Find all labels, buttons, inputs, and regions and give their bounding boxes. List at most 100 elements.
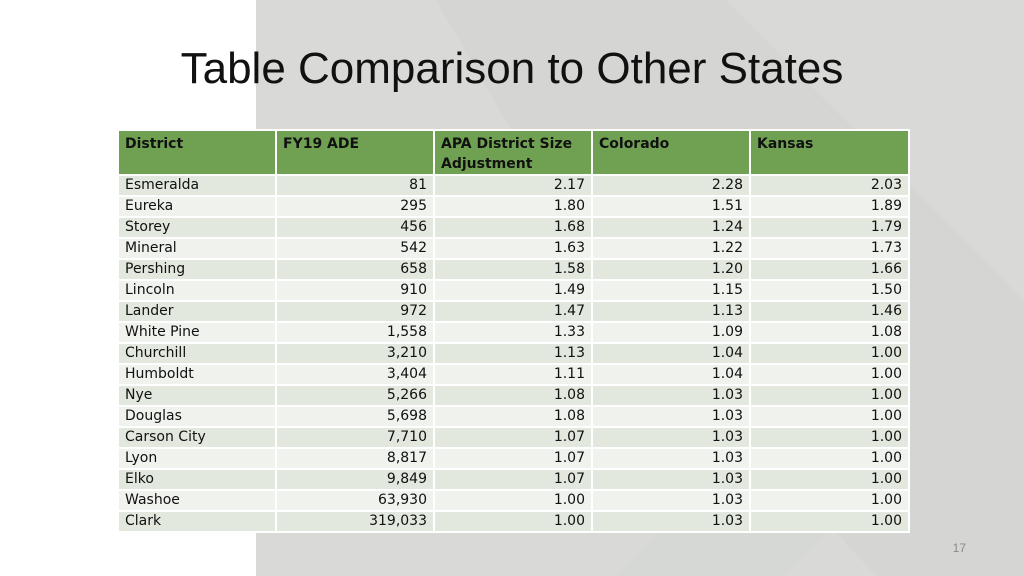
kansas-cell: 1.00 — [749, 426, 910, 449]
table-row: Churchill 3,210 1.13 1.04 1.00 — [117, 342, 910, 365]
column-header-fy19-ade: FY19 ADE — [275, 129, 435, 176]
kansas-cell: 1.66 — [749, 258, 910, 281]
colorado-cell: 1.03 — [591, 426, 751, 449]
kansas-cell: 1.79 — [749, 216, 910, 239]
district-cell: Lyon — [117, 447, 277, 470]
kansas-cell: 1.46 — [749, 300, 910, 323]
apa-cell: 1.68 — [433, 216, 593, 239]
ade-cell: 5,698 — [275, 405, 435, 428]
apa-cell: 1.07 — [433, 468, 593, 491]
apa-cell: 1.47 — [433, 300, 593, 323]
table-row: Nye 5,266 1.08 1.03 1.00 — [117, 384, 910, 407]
colorado-cell: 1.04 — [591, 342, 751, 365]
page-number: 17 — [952, 541, 966, 555]
kansas-cell: 1.00 — [749, 342, 910, 365]
colorado-cell: 1.15 — [591, 279, 751, 302]
apa-cell: 1.80 — [433, 195, 593, 218]
column-header-colorado: Colorado — [591, 129, 751, 176]
kansas-cell: 1.08 — [749, 321, 910, 344]
kansas-cell: 1.00 — [749, 468, 910, 491]
district-cell: Clark — [117, 510, 277, 533]
district-cell: Humboldt — [117, 363, 277, 386]
apa-cell: 1.08 — [433, 384, 593, 407]
colorado-cell: 1.03 — [591, 384, 751, 407]
apa-cell: 1.07 — [433, 426, 593, 449]
district-cell: Washoe — [117, 489, 277, 512]
district-cell: Elko — [117, 468, 277, 491]
district-cell: Nye — [117, 384, 277, 407]
table-row: Clark 319,033 1.00 1.03 1.00 — [117, 510, 910, 533]
column-header-kansas: Kansas — [749, 129, 910, 176]
district-cell: Mineral — [117, 237, 277, 260]
district-cell: Churchill — [117, 342, 277, 365]
table-body: Esmeralda 81 2.17 2.28 2.03 Eureka 295 1.80 1.51… — [117, 174, 910, 533]
apa-cell: 1.00 — [433, 510, 593, 533]
ade-cell: 3,210 — [275, 342, 435, 365]
ade-cell: 1,558 — [275, 321, 435, 344]
colorado-cell: 1.03 — [591, 510, 751, 533]
colorado-cell: 1.04 — [591, 363, 751, 386]
table-row: Pershing 658 1.58 1.20 1.66 — [117, 258, 910, 281]
ade-cell: 319,033 — [275, 510, 435, 533]
table-row: Washoe 63,930 1.00 1.03 1.00 — [117, 489, 910, 512]
kansas-cell: 1.00 — [749, 384, 910, 407]
column-header-apa-adjustment: APA District Size Adjustment — [433, 129, 593, 176]
colorado-cell: 1.51 — [591, 195, 751, 218]
kansas-cell: 1.00 — [749, 363, 910, 386]
table-row: Esmeralda 81 2.17 2.28 2.03 — [117, 174, 910, 197]
ade-cell: 295 — [275, 195, 435, 218]
table-row: Storey 456 1.68 1.24 1.79 — [117, 216, 910, 239]
colorado-cell: 1.09 — [591, 321, 751, 344]
kansas-cell: 1.00 — [749, 405, 910, 428]
colorado-cell: 1.13 — [591, 300, 751, 323]
table-header-row: District FY19 ADE APA District Size Adju… — [117, 129, 910, 176]
comparison-table: District FY19 ADE APA District Size Adju… — [117, 129, 910, 533]
table-row: Elko 9,849 1.07 1.03 1.00 — [117, 468, 910, 491]
apa-cell: 1.11 — [433, 363, 593, 386]
district-cell: Pershing — [117, 258, 277, 281]
colorado-cell: 1.22 — [591, 237, 751, 260]
kansas-cell: 1.00 — [749, 510, 910, 533]
kansas-cell: 1.50 — [749, 279, 910, 302]
table-row: Lincoln 910 1.49 1.15 1.50 — [117, 279, 910, 302]
ade-cell: 63,930 — [275, 489, 435, 512]
apa-cell: 2.17 — [433, 174, 593, 197]
ade-cell: 3,404 — [275, 363, 435, 386]
district-cell: Lander — [117, 300, 277, 323]
apa-cell: 1.00 — [433, 489, 593, 512]
district-cell: Douglas — [117, 405, 277, 428]
apa-cell: 1.07 — [433, 447, 593, 470]
kansas-cell: 1.00 — [749, 447, 910, 470]
colorado-cell: 2.28 — [591, 174, 751, 197]
kansas-cell: 1.00 — [749, 489, 910, 512]
ade-cell: 972 — [275, 300, 435, 323]
table-row: White Pine 1,558 1.33 1.09 1.08 — [117, 321, 910, 344]
colorado-cell: 1.20 — [591, 258, 751, 281]
district-cell: Esmeralda — [117, 174, 277, 197]
ade-cell: 658 — [275, 258, 435, 281]
ade-cell: 542 — [275, 237, 435, 260]
kansas-cell: 1.89 — [749, 195, 910, 218]
apa-cell: 1.08 — [433, 405, 593, 428]
district-cell: White Pine — [117, 321, 277, 344]
district-cell: Lincoln — [117, 279, 277, 302]
colorado-cell: 1.24 — [591, 216, 751, 239]
table-row: Douglas 5,698 1.08 1.03 1.00 — [117, 405, 910, 428]
ade-cell: 5,266 — [275, 384, 435, 407]
ade-cell: 8,817 — [275, 447, 435, 470]
ade-cell: 9,849 — [275, 468, 435, 491]
apa-cell: 1.33 — [433, 321, 593, 344]
table-row: Mineral 542 1.63 1.22 1.73 — [117, 237, 910, 260]
kansas-cell: 2.03 — [749, 174, 910, 197]
ade-cell: 7,710 — [275, 426, 435, 449]
colorado-cell: 1.03 — [591, 468, 751, 491]
ade-cell: 910 — [275, 279, 435, 302]
column-header-district: District — [117, 129, 277, 176]
ade-cell: 456 — [275, 216, 435, 239]
apa-cell: 1.13 — [433, 342, 593, 365]
table-row: Eureka 295 1.80 1.51 1.89 — [117, 195, 910, 218]
table-row: Carson City 7,710 1.07 1.03 1.00 — [117, 426, 910, 449]
apa-cell: 1.63 — [433, 237, 593, 260]
district-cell: Storey — [117, 216, 277, 239]
kansas-cell: 1.73 — [749, 237, 910, 260]
